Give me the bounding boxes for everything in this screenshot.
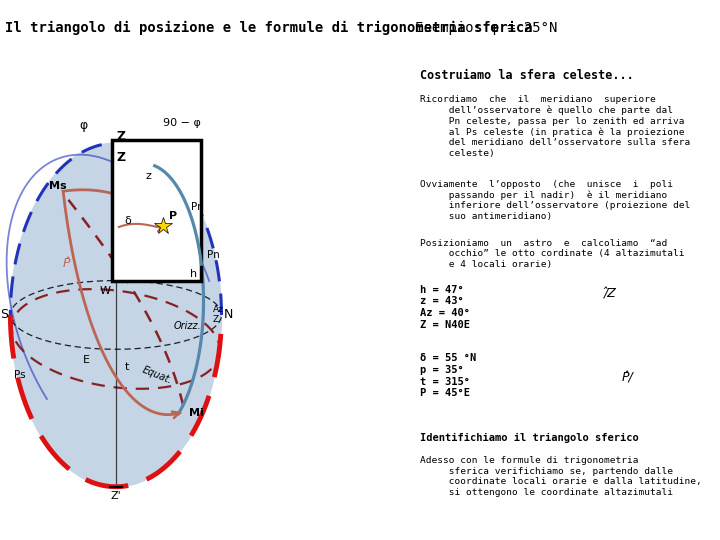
Text: Mi: Mi	[189, 408, 204, 418]
Text: Il triangolo di posizione e le formule di trigonometria sferica: Il triangolo di posizione e le formule d…	[5, 21, 533, 36]
Text: N: N	[224, 308, 233, 321]
Text: Equat.: Equat.	[141, 364, 174, 386]
Text: P: P	[168, 211, 177, 221]
Text: Ovviamente  l’opposto  (che  unisce  i  poli
     passando per il nadir)  è il m: Ovviamente l’opposto (che unisce i poli …	[420, 180, 690, 221]
Text: Z': Z'	[111, 491, 122, 501]
Text: /̂Z: /̂Z	[603, 287, 616, 300]
Text: Ricordiamo  che  il  meridiano  superiore
     dell’osservatore è quello che par: Ricordiamo che il meridiano superiore de…	[420, 96, 690, 158]
Text: Orizz.: Orizz.	[174, 321, 202, 330]
Text: 90 − φ: 90 − φ	[163, 118, 202, 128]
Text: δ: δ	[125, 216, 131, 226]
Text: Esempio: φ = 25°N: Esempio: φ = 25°N	[415, 22, 557, 35]
Text: S: S	[0, 308, 8, 321]
Text: E: E	[84, 355, 90, 365]
Bar	[112, 140, 202, 281]
Text: Posizioniamo  un  astro  e  calcoliamo  “ad
     occhio” le otto cordinate (4 al: Posizioniamo un astro e calcoliamo “ad o…	[420, 239, 685, 269]
Text: h: h	[190, 269, 197, 279]
Text: Costruiamo la sfera celeste...: Costruiamo la sfera celeste...	[420, 69, 634, 82]
Text: Identifichiamo il triangolo sferico: Identifichiamo il triangolo sferico	[420, 433, 639, 443]
Ellipse shape	[10, 143, 222, 487]
Text: W: W	[100, 286, 111, 296]
Text: Adesso con le formule di trigonometria
     sferica verifichiamo se, partendo da: Adesso con le formule di trigonometria s…	[420, 456, 702, 497]
Text: Ms: Ms	[50, 181, 67, 192]
Text: t: t	[125, 362, 129, 372]
Text: Z: Z	[116, 151, 125, 164]
Text: z: z	[145, 171, 152, 181]
Text: Ps: Ps	[14, 370, 25, 381]
Text: P̂/: P̂/	[622, 372, 634, 385]
Text: Pn: Pn	[207, 250, 220, 260]
Text: P̂: P̂	[63, 257, 71, 270]
Text: δ = 55 °N
p = 35°
t = 315°
P = 45°E: δ = 55 °N p = 35° t = 315° P = 45°E	[420, 354, 477, 398]
Text: h = 47°
z = 43°
Az = 40°
Z = N40E: h = 47° z = 43° Az = 40° Z = N40E	[420, 285, 470, 329]
Text: φ: φ	[79, 119, 87, 132]
Text: Az
Z: Az Z	[213, 305, 224, 324]
Text: Z: Z	[116, 130, 125, 143]
Text: Pn: Pn	[191, 202, 204, 212]
